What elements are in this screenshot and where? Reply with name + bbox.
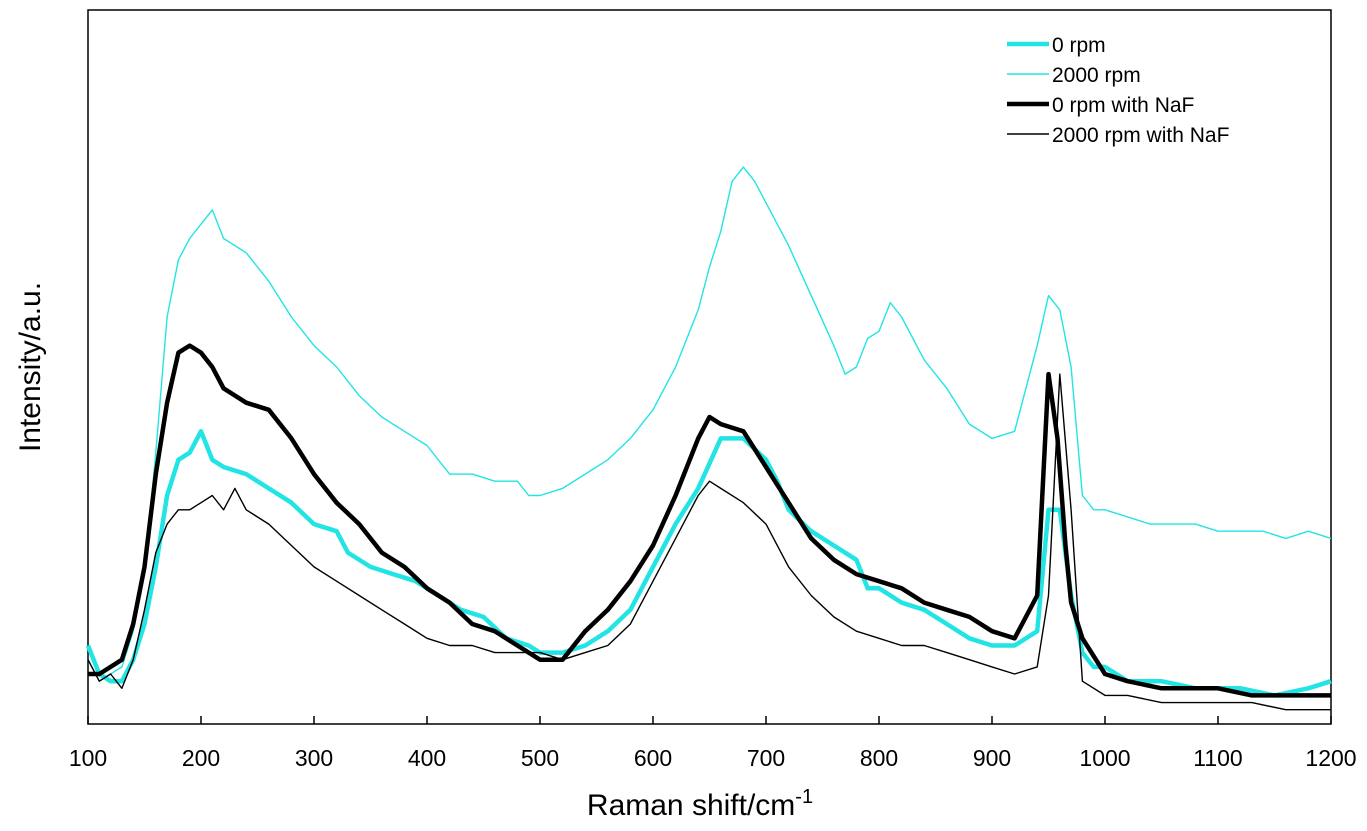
x-tick-label: 200	[182, 745, 220, 771]
x-tick-label: 800	[860, 745, 898, 771]
x-axis-title: Raman shift/cm-1	[587, 786, 813, 822]
x-axis-title-superscript: -1	[795, 786, 813, 808]
legend-label-2: 0 rpm with NaF	[1052, 94, 1194, 117]
x-tick-label: 1200	[1305, 745, 1356, 771]
x-tick-label: 100	[69, 745, 107, 771]
x-tick-label: 1000	[1079, 745, 1130, 771]
series-line-3	[87, 373, 1331, 711]
x-tick-label: 1100	[1193, 745, 1242, 771]
legend-label-1: 2000 rpm	[1052, 64, 1141, 87]
x-axis-title-main: Raman shift/cm	[587, 789, 795, 822]
x-tick-label: 600	[634, 745, 672, 771]
plot-frame	[87, 9, 1332, 725]
series-line-0	[85, 429, 1332, 698]
series-layer	[85, 166, 1332, 711]
x-tick-label: 700	[747, 745, 785, 771]
series-line-2	[88, 343, 1331, 698]
y-axis-title: Intensity/a.u.	[14, 282, 47, 452]
x-tick-label: 900	[973, 745, 1011, 771]
legend-label-0: 0 rpm	[1052, 34, 1106, 57]
x-tick-label: 400	[408, 745, 446, 771]
legend: 0 rpm 2000 rpm 0 rpm with NaF 2000 rpm with…	[1007, 34, 1229, 147]
series-line-1	[87, 166, 1332, 682]
x-tick-label: 500	[521, 745, 559, 771]
x-tick-label: 300	[295, 745, 333, 771]
legend-label-3: 2000 rpm with NaF	[1052, 124, 1229, 147]
x-axis-ticks: 100 200 300 400 500 600 700 800 900 1000 1100 1200	[69, 716, 1357, 771]
